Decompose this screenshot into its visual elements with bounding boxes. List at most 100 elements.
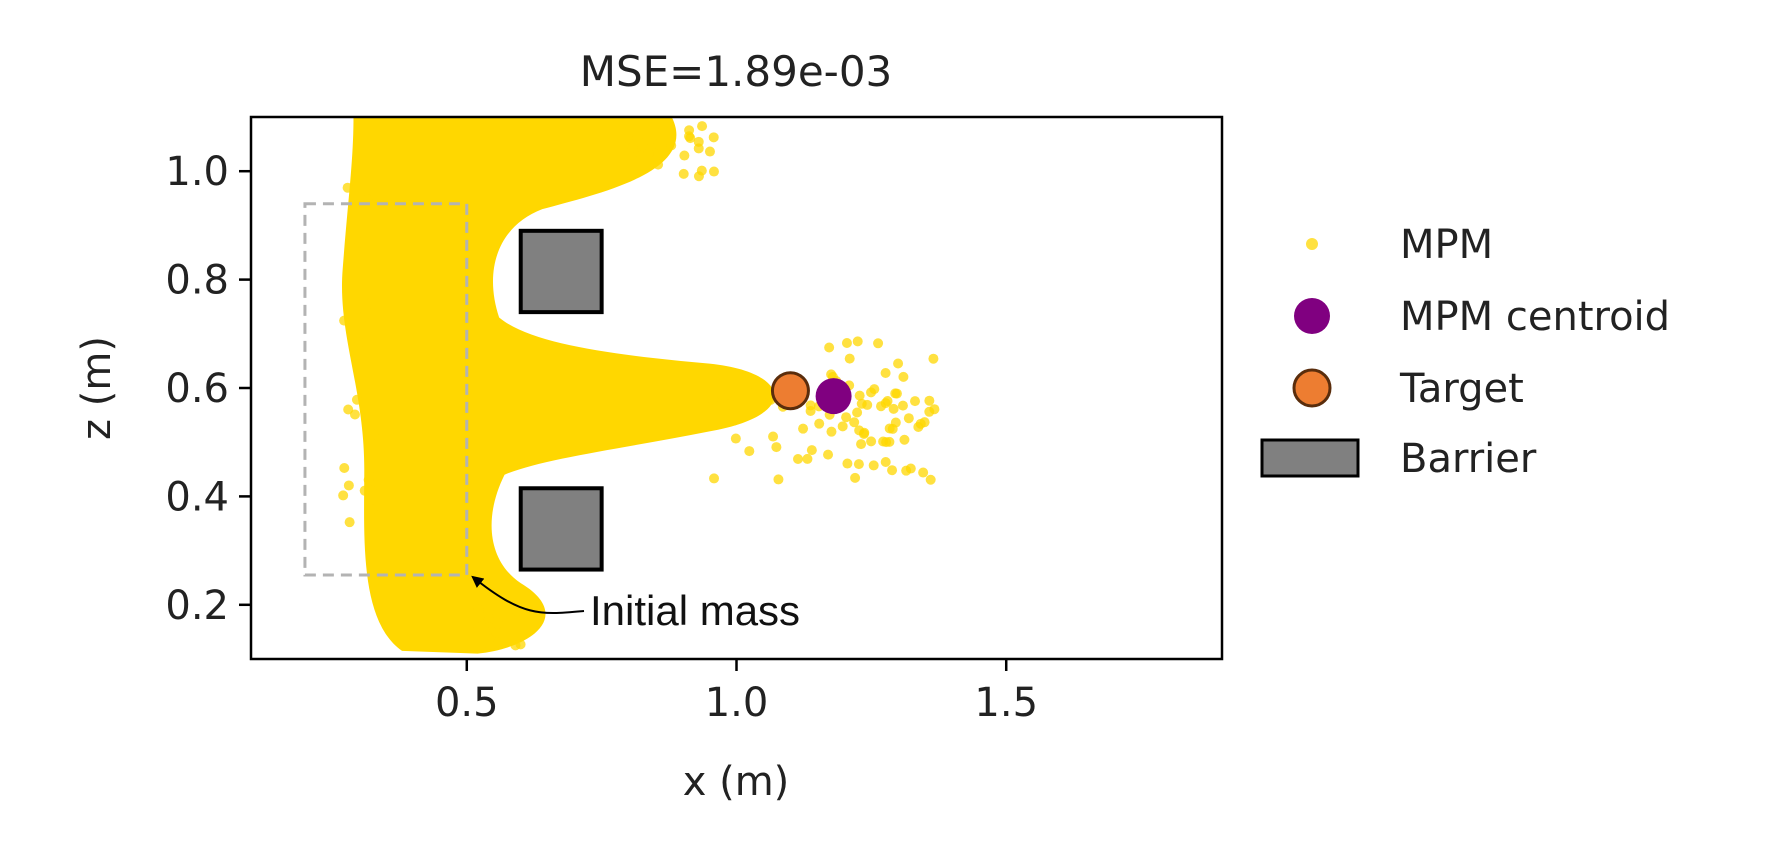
target-point [770, 371, 810, 411]
mpm-particle [853, 459, 864, 470]
mpm-particle [685, 133, 696, 144]
legend-centroid-label: MPM centroid [1400, 294, 1670, 340]
legend-mpm-marker [1306, 238, 1318, 250]
mpm-particle [868, 460, 879, 471]
mpm-particle [358, 311, 369, 322]
mpm-particle [837, 421, 848, 432]
mpm-particle [744, 446, 755, 457]
mpm-particle [878, 436, 889, 447]
mpm-particle [342, 182, 353, 193]
mpm-particle [888, 403, 899, 414]
mpm-particle [651, 119, 662, 130]
mpm-particle [849, 417, 860, 428]
mpm-particle [343, 480, 354, 491]
x-tick-label: 1.5 [974, 680, 1038, 726]
mpm-particle [339, 315, 350, 326]
mpm-particle [473, 622, 484, 633]
mpm-particle [491, 627, 502, 638]
mpm-particle [866, 436, 877, 447]
mpm-particle [852, 336, 863, 347]
mpm-particle [901, 465, 912, 476]
chart-title: MSE=1.89e-03 [580, 47, 893, 96]
mpm-particle [929, 404, 940, 415]
legend-mpm-label: MPM [1400, 222, 1493, 268]
x-tick-label: 1.0 [705, 680, 769, 726]
mpm-particle [365, 298, 376, 309]
mpm-particle [903, 413, 914, 424]
mpm-particle [724, 387, 735, 398]
mpm-particle [684, 125, 695, 136]
mpm-particle [873, 338, 884, 349]
mpm-particle [368, 429, 379, 440]
y-tick-label: 1.0 [165, 149, 229, 195]
mpm-particle [792, 454, 803, 465]
mpm-particle [359, 485, 370, 496]
mpm-particle [627, 142, 638, 153]
mpm-particle [884, 423, 895, 434]
barrier-1 [518, 228, 604, 315]
mpm-particle [891, 388, 902, 399]
mpm-particle [354, 237, 365, 248]
mpm-particle [856, 439, 867, 450]
mpm-particle [343, 404, 354, 415]
mpm-particle [704, 146, 715, 157]
mpm-particle [653, 159, 664, 170]
mpm-particle [850, 472, 861, 483]
mpm-particle [707, 394, 718, 405]
mpm-particle [899, 434, 910, 445]
mpm-particle [913, 421, 924, 432]
mpm-particle [856, 398, 867, 409]
mpm-particle [898, 371, 909, 382]
mpm-particle [653, 139, 664, 150]
mpm-particle [841, 337, 852, 348]
mpm-particle [844, 353, 855, 364]
mpm-particle [641, 154, 652, 165]
mpm-particle [483, 612, 494, 623]
mpm-particle [924, 395, 935, 406]
mpm-particle [852, 407, 863, 418]
mpm-dense-region [341, 117, 775, 654]
mpm-particle [897, 400, 908, 411]
mpm-particle [696, 165, 707, 176]
barrier-2 [518, 486, 604, 572]
mpm-particle [666, 140, 677, 151]
mpm-particle [826, 426, 837, 437]
x-tick-label: 0.5 [435, 680, 499, 726]
mpm-particle [806, 445, 817, 456]
mpm-particle [492, 618, 503, 629]
y-tick-label: 0.4 [165, 474, 229, 520]
mpm-particle [880, 457, 891, 468]
mpm-particle [823, 449, 834, 460]
mpm-particle [351, 394, 362, 405]
mpm-particle [798, 423, 809, 434]
mpm-particle [928, 353, 939, 364]
legend-centroid-marker [1294, 298, 1330, 334]
mpm-particle [771, 442, 782, 453]
y-tick-label: 0.8 [165, 258, 229, 304]
annotation-initial-mass: Initial mass [590, 587, 800, 634]
mpm-particle [768, 431, 779, 442]
initial-mass-box [303, 202, 469, 577]
mpm-particle [344, 517, 355, 528]
mpm-particle [693, 136, 704, 147]
mpm-particle [515, 639, 526, 650]
mpm-particle [925, 474, 936, 485]
y-axis: 0.2 0.4 0.6 0.8 1.0 [165, 149, 251, 629]
mpm-particle [751, 382, 762, 393]
mpm-particle [367, 504, 378, 515]
mpm-particle [679, 150, 690, 161]
y-tick-label: 0.2 [165, 583, 229, 629]
y-axis-label: z (m) [74, 336, 120, 440]
mpm-particle [632, 132, 643, 143]
mpm-particle [678, 168, 689, 179]
mpm-particle [354, 337, 365, 348]
mpm-particle [339, 462, 350, 473]
mpm-particle [362, 194, 373, 205]
annotation-arrow [471, 575, 585, 614]
mpm-particle [729, 415, 740, 426]
mpm-particle [805, 405, 816, 416]
mpm-particle [918, 467, 929, 478]
mpm-particle [708, 132, 719, 143]
mpm-particle [814, 418, 825, 429]
